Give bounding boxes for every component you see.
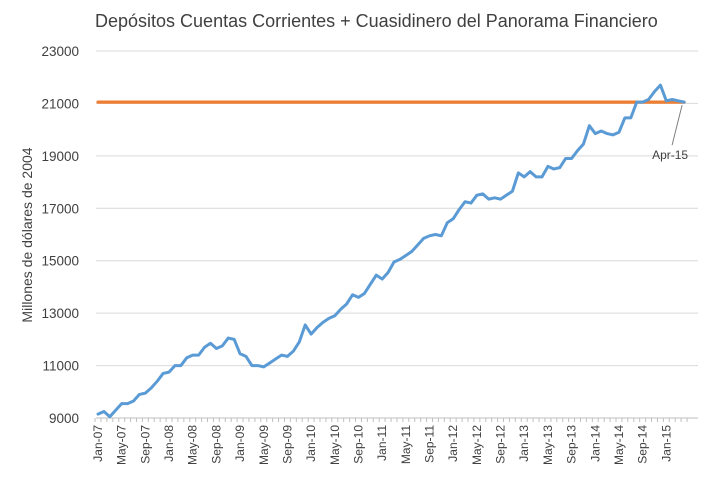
axes xyxy=(94,417,698,422)
y-tick-label: 21000 xyxy=(41,96,79,111)
annotations: Apr-15 xyxy=(652,104,688,162)
y-axis-label: Millones de dólares de 2004 xyxy=(19,147,35,322)
y-tick-label: 15000 xyxy=(41,254,79,269)
x-tick-label: Sep-11 xyxy=(423,425,437,463)
x-tick-label: Jan-09 xyxy=(233,425,247,462)
annotation-leader xyxy=(671,104,683,146)
series-line-threshold xyxy=(96,83,686,419)
annotation-label: Apr-15 xyxy=(652,148,688,162)
x-tick-label: May-10 xyxy=(328,425,342,465)
x-tick-label: Jan-13 xyxy=(517,425,531,462)
x-tick-label: Sep-07 xyxy=(138,425,152,464)
x-tick-label: Sep-14 xyxy=(636,425,650,464)
series-lines xyxy=(96,83,686,419)
chart-title: Depósitos Cuentas Corrientes + Cuasidine… xyxy=(95,11,658,31)
x-tick-labels: Jan-07 May-07 Sep-07 Jan-08 May-08 Sep-08 Jan-… xyxy=(91,425,673,465)
x-tick-label: Sep-08 xyxy=(209,425,223,464)
x-tick-label: Jan-07 xyxy=(91,425,105,462)
y-tick-label: 23000 xyxy=(41,44,79,59)
y-tick-label: 11000 xyxy=(42,359,79,374)
y-tick-label: 19000 xyxy=(41,149,79,164)
x-tick-label: Jan-08 xyxy=(162,425,176,462)
x-tick-label: Sep-12 xyxy=(494,425,508,464)
y-tick-label: 9000 xyxy=(49,411,79,426)
y-tick-label: 17000 xyxy=(41,201,79,216)
x-tick-label: Jan-12 xyxy=(446,425,460,462)
x-tick-label: Jan-15 xyxy=(659,425,673,462)
x-tick-label: May-07 xyxy=(115,425,129,465)
x-tick-label: May-12 xyxy=(470,425,484,465)
x-tick-label: Jan-11 xyxy=(375,425,389,461)
x-tick-label: Sep-13 xyxy=(565,425,579,464)
y-tick-label: 13000 xyxy=(41,306,79,321)
x-tick-label: Jan-14 xyxy=(588,425,602,462)
x-tick-label: May-13 xyxy=(541,425,555,465)
gridlines xyxy=(96,50,698,367)
x-tick-label: Sep-10 xyxy=(351,425,365,464)
x-tick-label: Sep-09 xyxy=(280,425,294,464)
x-tick-label: May-11 xyxy=(399,425,413,464)
x-tick-label: May-14 xyxy=(612,425,626,465)
x-tick-label: May-08 xyxy=(186,425,200,465)
x-tick-label: May-09 xyxy=(257,425,271,465)
x-tick-label: Jan-10 xyxy=(304,425,318,462)
y-tick-labels: 9000 11000 13000 15000 17000 19000 21000 23000 xyxy=(41,44,79,426)
